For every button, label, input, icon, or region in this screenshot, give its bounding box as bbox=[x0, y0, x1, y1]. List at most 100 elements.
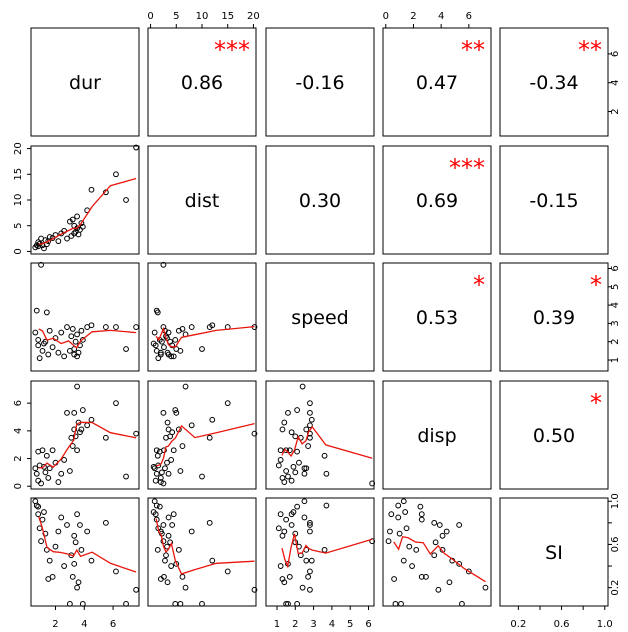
scatter-point bbox=[188, 528, 195, 535]
tick-label-dur: 6 bbox=[610, 51, 621, 57]
smooth-line-speed-dist bbox=[155, 325, 255, 348]
scatter-point bbox=[281, 579, 288, 586]
variable-label-SI: SI bbox=[545, 542, 563, 564]
scatter-point bbox=[72, 539, 79, 546]
scatter-point bbox=[153, 470, 160, 477]
panel-frame-dur-dur bbox=[30, 27, 140, 137]
panel-frame-SI-SI bbox=[499, 497, 609, 607]
scatter-point bbox=[72, 338, 79, 345]
scatter-point bbox=[409, 563, 415, 569]
scatter-point bbox=[432, 539, 439, 546]
scatter-point bbox=[308, 557, 315, 564]
scatter-point bbox=[308, 416, 315, 423]
scatter-point bbox=[52, 543, 59, 550]
scatter-point bbox=[152, 477, 159, 484]
scatter-point bbox=[123, 600, 129, 607]
scatter-point bbox=[169, 429, 176, 436]
significance-stars-speed-disp: * bbox=[473, 271, 485, 299]
scatter-point bbox=[88, 322, 95, 329]
scatter-point bbox=[151, 465, 158, 472]
significance-stars-dur-dist: *** bbox=[214, 36, 250, 64]
tick-label-dist: 10 bbox=[196, 11, 209, 22]
scatter-point bbox=[168, 563, 175, 569]
scatter-point bbox=[113, 324, 119, 330]
scatter-point bbox=[58, 514, 65, 521]
scatter-point bbox=[150, 509, 157, 515]
scatter-point bbox=[290, 509, 297, 515]
scatter-point bbox=[49, 344, 56, 351]
scatter-point bbox=[38, 261, 44, 268]
scatter-point bbox=[305, 573, 312, 580]
tick-label-dist: 15 bbox=[13, 168, 24, 181]
tick-label-SI: 1.0 bbox=[597, 619, 613, 630]
scatter-point bbox=[102, 434, 109, 441]
scatter-point bbox=[439, 546, 446, 553]
tick-label-speed: 4 bbox=[329, 619, 335, 630]
scatter-point bbox=[61, 457, 68, 463]
scatter-point bbox=[281, 479, 288, 485]
scatter-point bbox=[443, 528, 450, 535]
scatter-point bbox=[42, 469, 49, 476]
scatter-point bbox=[456, 522, 463, 528]
correlation-dist-SI: -0.15 bbox=[529, 190, 578, 212]
scatter-point bbox=[292, 469, 299, 476]
scatter-point bbox=[71, 532, 78, 539]
scatter-point bbox=[158, 338, 165, 345]
scatter-point bbox=[423, 573, 429, 580]
tick-label-speed: 6 bbox=[365, 619, 371, 630]
smooth-line-SI-dist bbox=[155, 518, 255, 575]
panel-frame-dur-SI bbox=[499, 27, 609, 137]
scatter-point bbox=[102, 324, 109, 330]
scatter-point bbox=[209, 557, 216, 564]
scatter-point bbox=[32, 329, 39, 336]
scatter-point bbox=[156, 503, 163, 510]
scatter-point bbox=[277, 563, 284, 569]
scatter-point bbox=[160, 261, 167, 268]
scatter-point bbox=[199, 600, 205, 607]
scatter-point bbox=[418, 573, 425, 580]
scatter-point bbox=[294, 503, 301, 510]
scatter-point bbox=[279, 532, 286, 539]
scatter-point bbox=[33, 242, 40, 249]
scatter-point bbox=[64, 409, 70, 416]
scatter-point bbox=[153, 502, 160, 509]
panel-frame-disp-dur bbox=[30, 380, 140, 490]
scatter-point bbox=[161, 573, 167, 580]
scatter-point bbox=[179, 573, 186, 580]
correlation-dur-speed: -0.16 bbox=[295, 72, 344, 94]
scatter-point bbox=[294, 407, 301, 413]
scatter-point bbox=[71, 426, 78, 433]
scatter-point bbox=[307, 409, 313, 416]
scatter-point bbox=[165, 532, 172, 539]
scatter-point bbox=[283, 468, 290, 474]
smooth-line-speed-dur bbox=[38, 328, 137, 349]
panel-frame-SI-disp bbox=[382, 497, 492, 607]
scatter-point bbox=[79, 336, 86, 343]
scatter-point bbox=[387, 528, 393, 535]
scatter-point bbox=[307, 568, 313, 575]
scatter-point bbox=[154, 309, 161, 316]
scatter-point bbox=[288, 477, 295, 484]
correlation-dur-dist: 0.86 bbox=[181, 72, 223, 94]
scatter-point bbox=[78, 426, 85, 433]
scatter-point bbox=[32, 465, 39, 472]
scatter-point bbox=[157, 349, 164, 356]
scatter-point bbox=[385, 538, 392, 545]
scatter-point bbox=[133, 144, 140, 151]
scatter-point bbox=[43, 452, 50, 459]
tick-label-dur: 6 bbox=[110, 619, 116, 630]
scatter-point bbox=[285, 600, 291, 607]
tick-label-dist: 10 bbox=[13, 194, 24, 207]
scatter-point bbox=[307, 586, 313, 593]
scatter-point bbox=[165, 470, 172, 477]
scatter-point bbox=[123, 197, 129, 203]
scatter-point bbox=[49, 573, 56, 580]
scatter-point bbox=[157, 479, 164, 485]
scatter-point bbox=[42, 338, 49, 345]
scatter-point bbox=[88, 416, 95, 423]
variable-label-speed: speed bbox=[291, 307, 348, 329]
significance-stars-dur-SI: ** bbox=[578, 36, 602, 64]
scatter-point bbox=[173, 409, 180, 416]
scatter-point bbox=[35, 503, 42, 510]
scatter-point bbox=[69, 216, 76, 223]
